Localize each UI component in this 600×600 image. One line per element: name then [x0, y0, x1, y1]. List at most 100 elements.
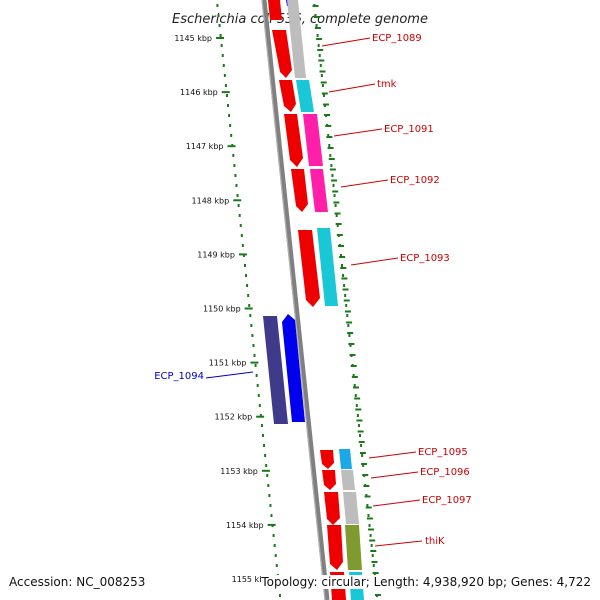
- gene-arrow-ecp-1089[interactable]: [272, 30, 292, 78]
- gene-arrow-ecp-1091[interactable]: [284, 114, 303, 167]
- gene-label-ecp-1094[interactable]: ECP_1094: [154, 371, 204, 382]
- ruler-minor-tick: [359, 452, 366, 454]
- ruler-minor-tick: [362, 474, 369, 476]
- ruler-minor-tick: [331, 179, 338, 182]
- gene-label-ecp-1092[interactable]: ECP_1092: [390, 175, 440, 186]
- ruler-dot: [228, 114, 231, 117]
- ruler-dot: [353, 384, 356, 387]
- gene-label-tmk[interactable]: tmk: [377, 79, 397, 90]
- ruler-dot: [333, 194, 336, 197]
- ruler-dot: [356, 414, 359, 417]
- ruler-dot: [349, 344, 352, 347]
- ruler-minor-tick: [314, 27, 321, 29]
- ruler-label: 1149 kbp: [197, 250, 235, 259]
- ruler-dot: [329, 154, 332, 157]
- ruler-dot: [322, 94, 325, 97]
- gene-label-thik[interactable]: thiK: [425, 536, 445, 547]
- gene-arrow-ecp-1095[interactable]: [320, 450, 334, 469]
- ruler-dot: [247, 294, 250, 297]
- ruler-major-tick: [261, 469, 270, 472]
- gene-arrow-thik[interactable]: [327, 525, 343, 570]
- leader-line-thik: [374, 540, 423, 547]
- ruler-dot: [336, 224, 339, 227]
- ruler-label: 1146 kbp: [180, 88, 218, 97]
- ruler-major-tick: [244, 307, 253, 310]
- ruler-dot: [348, 334, 351, 337]
- ruler-minor-tick: [364, 495, 371, 498]
- ruler-minor-tick: [340, 267, 347, 269]
- ruler-dot: [263, 444, 266, 447]
- ruler-dot: [234, 174, 237, 177]
- ruler-minor-tick: [320, 81, 327, 84]
- gene-label-ecp-1089[interactable]: ECP_1089: [372, 33, 422, 44]
- ruler-minor-tick: [356, 419, 363, 422]
- ruler-dot: [328, 144, 331, 147]
- ruler-dot: [334, 204, 337, 207]
- ruler-minor-tick: [337, 245, 344, 247]
- ruler-dot: [344, 294, 347, 297]
- ruler-minor-tick: [313, 16, 320, 18]
- leader-line-tmk: [328, 83, 376, 93]
- ruler-dot: [218, 24, 221, 27]
- gene-product-bar: [345, 525, 362, 570]
- ruler-dot: [354, 394, 357, 397]
- ruler-minor-tick: [324, 114, 331, 116]
- ruler-minor-tick: [319, 70, 326, 73]
- ruler-dot: [260, 424, 263, 427]
- gene-arrow[interactable]: [268, 0, 282, 20]
- ruler-minor-tick: [365, 506, 372, 509]
- ruler-minor-tick: [332, 190, 339, 193]
- gene-arrow-ecp-1093[interactable]: [298, 230, 320, 307]
- ruler-label: 1145 kbp: [174, 34, 212, 43]
- genome-backbone-highlight: [261, 0, 326, 600]
- ruler-dot: [262, 434, 265, 437]
- ruler-minor-tick: [344, 310, 351, 313]
- gene-label-ecp-1096[interactable]: ECP_1096: [420, 467, 470, 478]
- leader-line-ecp-1097: [372, 499, 421, 507]
- ruler-minor-tick: [339, 256, 346, 258]
- ruler-minor-tick: [333, 201, 340, 204]
- ruler-dot: [355, 404, 358, 407]
- ruler-dot: [224, 84, 227, 87]
- ruler-dot: [327, 134, 330, 137]
- ruler-minor-tick: [346, 321, 353, 324]
- gene-label-ecp-1097[interactable]: ECP_1097: [422, 495, 472, 506]
- ruler-dot: [371, 554, 374, 557]
- gene-arrow-tmk[interactable]: [279, 80, 296, 112]
- ruler-dot: [241, 244, 244, 247]
- gene-label-ecp-1091[interactable]: ECP_1091: [384, 124, 434, 135]
- gene-labels: ECP_1089 tmk ECP_1091 ECP_1092 ECP_1093 …: [154, 33, 472, 547]
- gene-label-ecp-1095[interactable]: ECP_1095: [418, 447, 468, 458]
- ruler-dot: [361, 454, 364, 457]
- gene-arrow-ecp-1097[interactable]: [324, 492, 340, 525]
- ruler-dot: [252, 344, 255, 347]
- ruler-label: 1153 kbp: [220, 467, 258, 476]
- ruler-dot: [318, 54, 321, 57]
- gene-arrow-ecp-1092[interactable]: [291, 169, 308, 212]
- ruler-minor-tick: [329, 168, 336, 171]
- leader-line-ecp-1096: [370, 471, 419, 479]
- ruler-minor-tick: [349, 354, 356, 356]
- ruler-dot: [369, 534, 372, 537]
- ruler-dot: [269, 504, 272, 507]
- gene-arrow-ecp-1094[interactable]: [282, 314, 305, 422]
- ruler-dot: [245, 274, 248, 277]
- gene-product-bar: [317, 228, 338, 306]
- gene-label-ecp-1093[interactable]: ECP_1093: [400, 253, 450, 264]
- gene-arrow-ecp-1096[interactable]: [322, 470, 336, 490]
- ruler-dot: [332, 184, 335, 187]
- ruler-major-tick: [256, 415, 265, 418]
- ruler-dot: [345, 304, 348, 307]
- leader-line-ecp-1093: [350, 257, 399, 266]
- ruler-label: 1152 kbp: [214, 413, 252, 422]
- ruler-dot: [259, 414, 262, 417]
- genome-backbone: [261, 0, 330, 600]
- ruler-dot: [314, 14, 317, 17]
- ruler-dot: [235, 184, 238, 187]
- ruler-dot: [278, 594, 281, 597]
- ruler-dot: [331, 174, 334, 177]
- ruler-minor-tick: [325, 125, 332, 127]
- ruler-dot: [362, 464, 365, 467]
- ruler-dot: [229, 124, 232, 127]
